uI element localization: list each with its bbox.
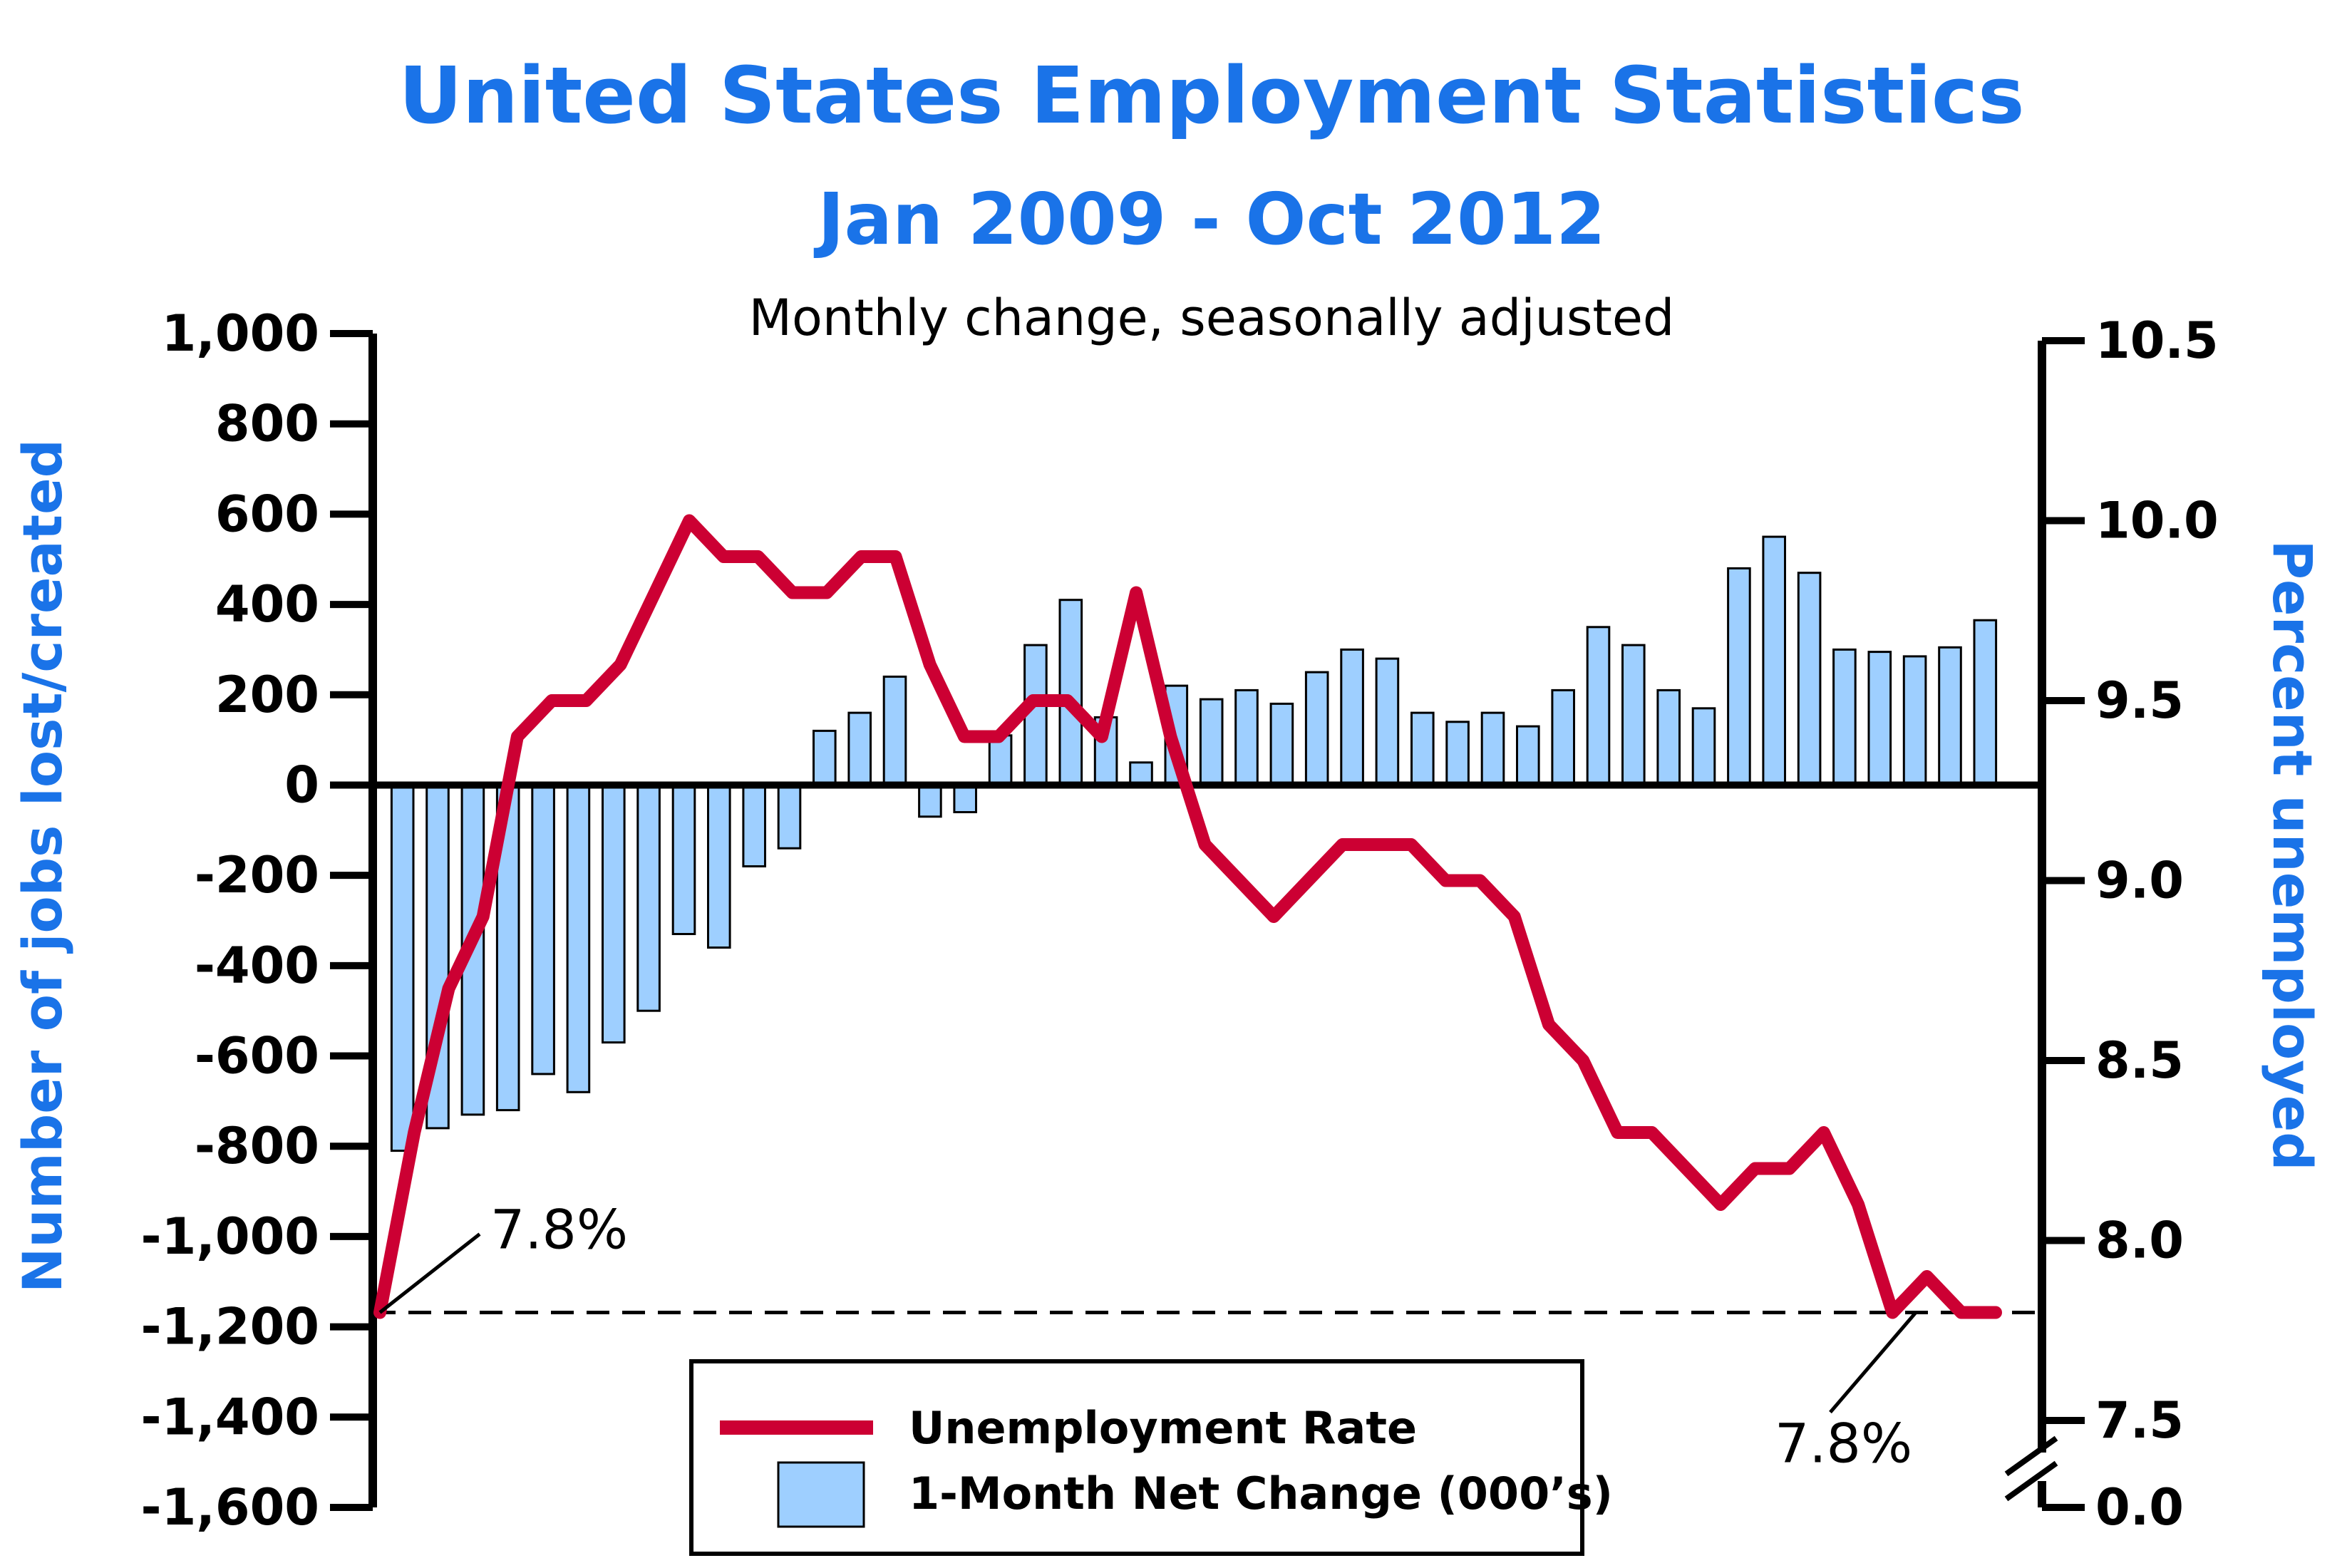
left-tick-label: -1,600 (141, 1478, 319, 1537)
right-tick-label: 9.0 (2095, 852, 2184, 910)
bar (742, 784, 767, 867)
right-axis-label: Percent unemployed (2261, 540, 2324, 1170)
left-tick-label: -1,000 (141, 1207, 319, 1266)
chart-subtitle: Jan 2009 - Oct 2012 (813, 177, 1605, 261)
chart-caption: Monthly change, seasonally adjusted (749, 289, 1675, 347)
axes-group: 1,000 800 600 400 200 0 -200 -400 -600 -800 -1,000… (141, 304, 2219, 1537)
bar (1621, 644, 1646, 786)
bar (882, 675, 907, 786)
bar (1938, 646, 1962, 786)
bar (847, 711, 872, 786)
right-tick-label: 8.5 (2095, 1031, 2184, 1090)
left-tick-label: -1,400 (141, 1388, 319, 1446)
bar (1867, 651, 1892, 786)
right-tick-label: 10.5 (2095, 311, 2219, 370)
bar (1340, 648, 1364, 786)
bar (531, 784, 555, 1076)
left-tick-label: 200 (215, 666, 319, 724)
legend-label-net-change: 1-Month Net Change (000’s) (909, 1468, 1613, 1520)
annotation-leader-end (1829, 1311, 1917, 1414)
left-tick-label: -400 (195, 937, 319, 995)
bar (1269, 702, 1294, 786)
annotation-end: 7.8% (1775, 1412, 1912, 1475)
legend: Unemployment Rate 1-Month Net Change (00… (689, 1359, 1613, 1556)
annotations-group: 7.8% 7.8% (378, 1198, 1917, 1475)
bar (1832, 648, 1857, 786)
left-tick-label: -1,200 (141, 1298, 319, 1356)
bar (953, 784, 978, 813)
bar (1691, 707, 1716, 786)
left-tick-label: 400 (215, 575, 319, 634)
bar (636, 784, 661, 1012)
right-tick-label: 10.0 (2095, 492, 2219, 550)
left-tick-label: 800 (215, 395, 319, 453)
bar (1727, 567, 1751, 787)
unemployment-rate-line (373, 514, 2002, 1319)
right-break-label: 0.0 (2095, 1478, 2184, 1537)
bar (1058, 599, 1083, 786)
bar (1656, 688, 1681, 786)
annotation-start: 7.8% (490, 1198, 628, 1262)
right-tick-label: 8.0 (2095, 1212, 2184, 1270)
bar (707, 784, 731, 949)
left-tick-label: 600 (215, 485, 319, 543)
right-tick-label: 9.5 (2095, 671, 2184, 730)
bar (1375, 657, 1400, 786)
left-tick-label: -800 (195, 1117, 319, 1175)
right-tick-label: 7.5 (2095, 1391, 2184, 1450)
bar (671, 784, 696, 935)
bar (1797, 572, 1822, 786)
bar (1551, 688, 1575, 786)
bar (1234, 688, 1259, 786)
bar (1902, 655, 1927, 786)
line-group (373, 514, 2002, 1319)
annotation-leader-start (378, 1232, 481, 1314)
left-tick-label: 0 (284, 755, 319, 814)
bar (918, 784, 942, 818)
left-tick-label: 1,000 (162, 304, 319, 363)
bar (1516, 725, 1540, 786)
bar (1304, 671, 1329, 786)
bar (1762, 535, 1786, 786)
bar (1410, 711, 1435, 786)
axis-break-mark (2004, 1460, 2058, 1502)
axis-break-mark (2004, 1435, 2058, 1477)
bar (566, 784, 591, 1093)
bar (1445, 721, 1470, 786)
bar (602, 784, 626, 1044)
bar (813, 729, 837, 786)
bar (1973, 619, 1998, 786)
legend-bar-swatch (777, 1461, 865, 1528)
bar (1199, 698, 1224, 786)
bar (1586, 626, 1611, 786)
bar (1480, 711, 1505, 786)
bar (390, 784, 415, 1152)
bar (777, 784, 802, 850)
chart-title: United States Employment Statistics (398, 50, 2024, 141)
bar (1023, 644, 1048, 786)
left-tick-label: -600 (195, 1027, 319, 1085)
bars-group (390, 535, 1998, 1152)
left-axis-label: Number of jobs lost/created (11, 439, 74, 1293)
legend-label-unemployment: Unemployment Rate (909, 1402, 1417, 1454)
left-tick-label: -200 (195, 846, 319, 904)
